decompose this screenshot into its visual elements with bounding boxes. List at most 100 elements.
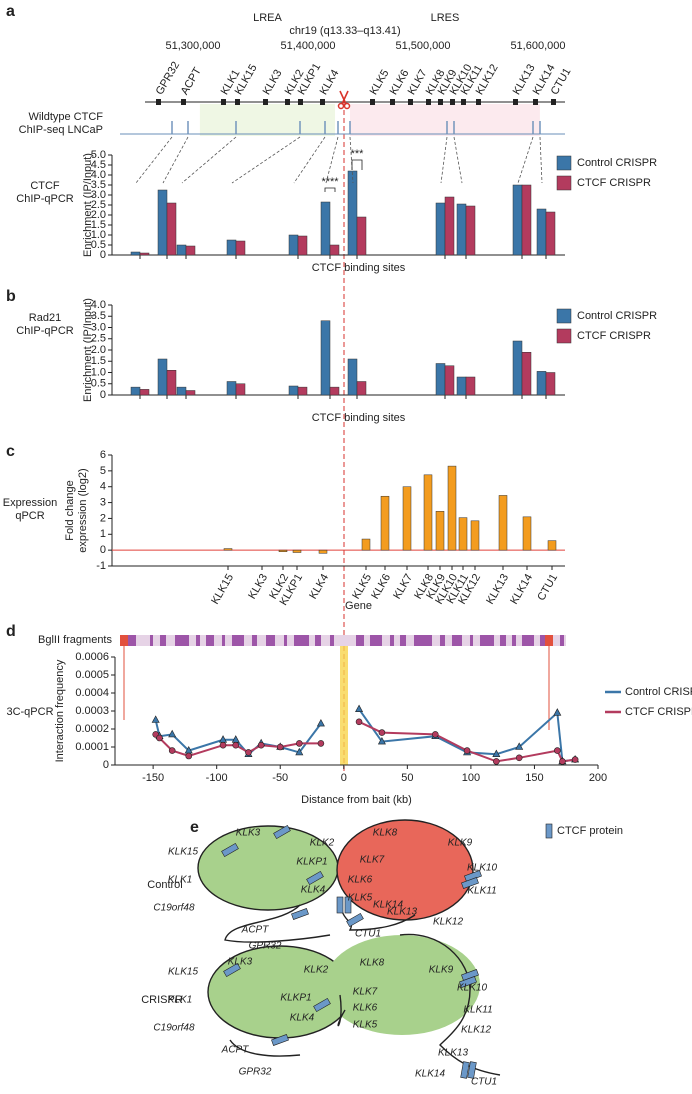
y-tick-label: 5 <box>100 465 106 477</box>
gene-label: GPR32 <box>239 1067 272 1078</box>
chromatin-fiber <box>224 904 416 943</box>
x-axis-label: Distance from bait (kb) <box>301 794 412 806</box>
bar <box>318 549 328 554</box>
fragment <box>160 635 166 646</box>
point <box>168 747 176 754</box>
bar <box>522 516 532 551</box>
bar <box>512 340 523 396</box>
bar <box>278 549 288 552</box>
y-tick-label: 3 <box>100 496 106 508</box>
y-tick-label: 4 <box>100 481 106 493</box>
chromatin-loop <box>324 935 480 1035</box>
bait-band <box>340 646 348 765</box>
ctcf-protein <box>291 908 309 920</box>
gene-label: KLK15 <box>168 967 198 978</box>
gene-label: KLK1 <box>168 875 192 886</box>
y-tick-label: 1.0 <box>91 229 106 241</box>
gene-block <box>320 99 325 105</box>
y-axis-label: expression (log2) <box>77 468 89 552</box>
gene-label: KLK9 <box>448 838 473 849</box>
point <box>185 752 193 760</box>
scissors-blade <box>339 90 347 105</box>
x-tick-label: 150 <box>525 772 543 784</box>
bar <box>444 196 455 256</box>
gene-label: C19orf48 <box>153 903 195 914</box>
fragment <box>414 635 432 646</box>
gene-label: C19orf48 <box>153 1023 195 1034</box>
bar <box>297 386 308 396</box>
scissors-ring <box>337 102 345 110</box>
gene-block <box>285 99 290 105</box>
gene-block <box>513 99 518 105</box>
fragment <box>356 635 364 646</box>
panel-title: qPCR <box>15 510 44 522</box>
bar <box>329 386 340 396</box>
bar <box>185 390 196 396</box>
x-tick-label: 100 <box>462 772 480 784</box>
bar <box>157 358 168 396</box>
gene-block <box>298 99 303 105</box>
y-tick-label: 0.5 <box>91 378 106 390</box>
state-label: CRISPR <box>141 994 183 1006</box>
y-tick-label: 3.5 <box>91 179 106 191</box>
fragment <box>222 635 225 646</box>
gene-label: KLK4 <box>318 68 342 97</box>
x-tick-label: 0 <box>341 772 347 784</box>
bar <box>356 381 367 396</box>
bar <box>380 495 390 551</box>
gene-label: KLK11 <box>467 886 496 897</box>
point <box>295 747 304 756</box>
fragment <box>440 635 445 646</box>
panel-title: Rad21 <box>29 312 61 324</box>
connector <box>349 136 354 184</box>
fragment <box>370 635 382 646</box>
bar <box>320 320 331 396</box>
bar <box>521 184 532 256</box>
panel-title: 3C-qPCR <box>6 706 53 718</box>
y-tick-label: 2.5 <box>91 199 106 211</box>
panel-letter: b <box>6 288 16 305</box>
y-tick-label: 4.0 <box>91 169 106 181</box>
fragment <box>400 635 406 646</box>
x-tick-label: CTU1 <box>535 572 560 603</box>
legend-label: CTCF CRISPR <box>577 177 651 189</box>
track-label: BglII fragments <box>38 634 112 646</box>
gene-label: KLK7 <box>353 987 378 998</box>
connector <box>453 136 463 184</box>
y-tick-label: -1 <box>96 560 106 572</box>
y-tick-label: 0.0002 <box>75 723 109 735</box>
point <box>156 734 163 742</box>
point <box>296 740 303 747</box>
bar <box>329 244 340 256</box>
x-tick-label: KLK6 <box>369 572 393 601</box>
gene-label: ACPT <box>241 925 270 936</box>
fragment <box>512 635 516 646</box>
point <box>257 741 265 749</box>
gene-block <box>263 99 268 105</box>
bar <box>361 538 371 551</box>
y-tick-label: 4.0 <box>91 299 106 311</box>
bar <box>435 363 446 396</box>
gene-block <box>438 99 443 105</box>
gene-label: KLK12 <box>461 1025 491 1036</box>
fragment <box>470 635 473 646</box>
y-tick-label: 3.5 <box>91 310 106 322</box>
x-axis-label: CTCF binding sites <box>312 412 406 424</box>
y-tick-label: 1.5 <box>91 219 106 231</box>
region-label: LREA <box>253 12 282 24</box>
point <box>559 758 566 765</box>
bar <box>223 548 233 551</box>
panel-letter: d <box>6 623 16 640</box>
fragment <box>560 635 564 646</box>
gene-block <box>156 99 161 105</box>
bar <box>130 251 141 256</box>
y-tick-label: 4.5 <box>91 159 106 171</box>
point <box>432 731 439 738</box>
bar <box>347 170 358 256</box>
y-tick-label: 0.0003 <box>75 705 109 717</box>
point <box>463 747 471 754</box>
fragment-track <box>120 635 566 646</box>
bar <box>435 511 445 551</box>
gene-block <box>408 99 413 105</box>
